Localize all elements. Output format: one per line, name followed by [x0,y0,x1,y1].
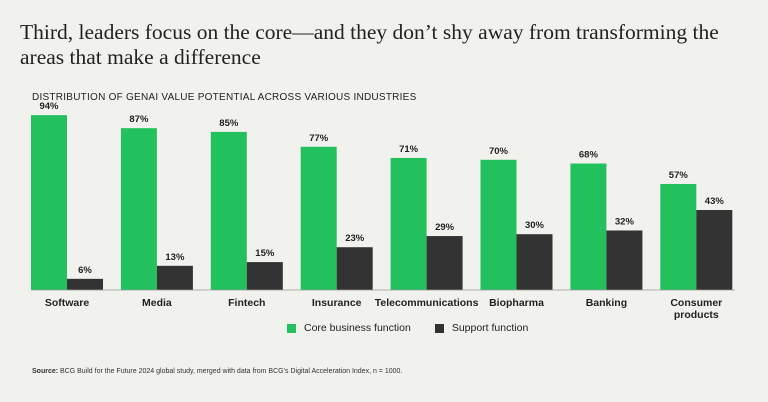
data-label-core-0: 94% [39,101,59,112]
bar-core-2 [210,131,247,290]
category-label-7: Consumer products [670,297,722,321]
data-label-support-7: 43% [705,196,725,207]
data-label-support-5: 30% [525,220,545,231]
category-label-6: Banking [586,297,627,309]
bar-core-3 [300,146,337,290]
data-label-core-1: 87% [129,114,149,125]
bar-support-7 [696,210,733,290]
page-title: Third, leaders focus on the core—and the… [20,20,719,69]
data-label-support-4: 29% [435,222,455,233]
data-label-support-1: 13% [165,252,185,263]
bar-core-1 [120,128,157,290]
data-label-core-5: 70% [489,146,509,157]
bar-support-3 [336,247,373,290]
data-label-core-7: 57% [669,170,689,181]
bar-support-5 [516,234,553,290]
chart-title: DISTRIBUTION OF GENAI VALUE POTENTIAL AC… [32,92,417,103]
category-label-3: Insurance [312,297,362,309]
data-label-core-6: 68% [579,150,599,161]
category-label-5: Biopharma [489,297,544,309]
bar-core-4 [390,157,427,290]
legend-item-core: Core business function [287,322,411,334]
bar-core-7 [660,183,697,290]
source-note: Source: BCG Build for the Future 2024 gl… [32,368,402,375]
bar-support-0 [67,278,103,290]
bar-support-4 [426,236,463,290]
data-label-support-0: 6% [78,265,92,276]
bar-support-6 [606,230,643,290]
category-label-2: Fintech [228,297,265,309]
bar-support-2 [246,262,283,290]
legend-swatch-support [434,323,444,333]
data-label-core-4: 71% [399,144,419,155]
legend-swatch-core [287,323,296,333]
source-text: BCG Build for the Future 2024 global stu… [60,368,403,375]
data-label-support-3: 23% [345,233,365,244]
data-label-core-3: 77% [309,133,329,144]
legend-label-support: Support function [451,322,529,334]
data-label-core-2: 85% [219,118,239,129]
category-label-0: Software [45,297,90,309]
legend-item-support: Support function [434,322,529,334]
category-label-4: Telecommunications [375,297,479,309]
bar-support-1 [156,265,193,290]
data-label-support-2: 15% [255,248,275,259]
data-label-support-6: 32% [615,216,635,227]
category-label-1: Media [142,297,172,309]
bar-core-6 [570,163,607,290]
bar-core-0 [31,115,67,290]
chart-legend: Core business function Support function [287,322,528,334]
legend-label-core: Core business function [304,322,411,334]
source-label: Source: [32,368,59,375]
bar-core-5 [480,159,517,290]
